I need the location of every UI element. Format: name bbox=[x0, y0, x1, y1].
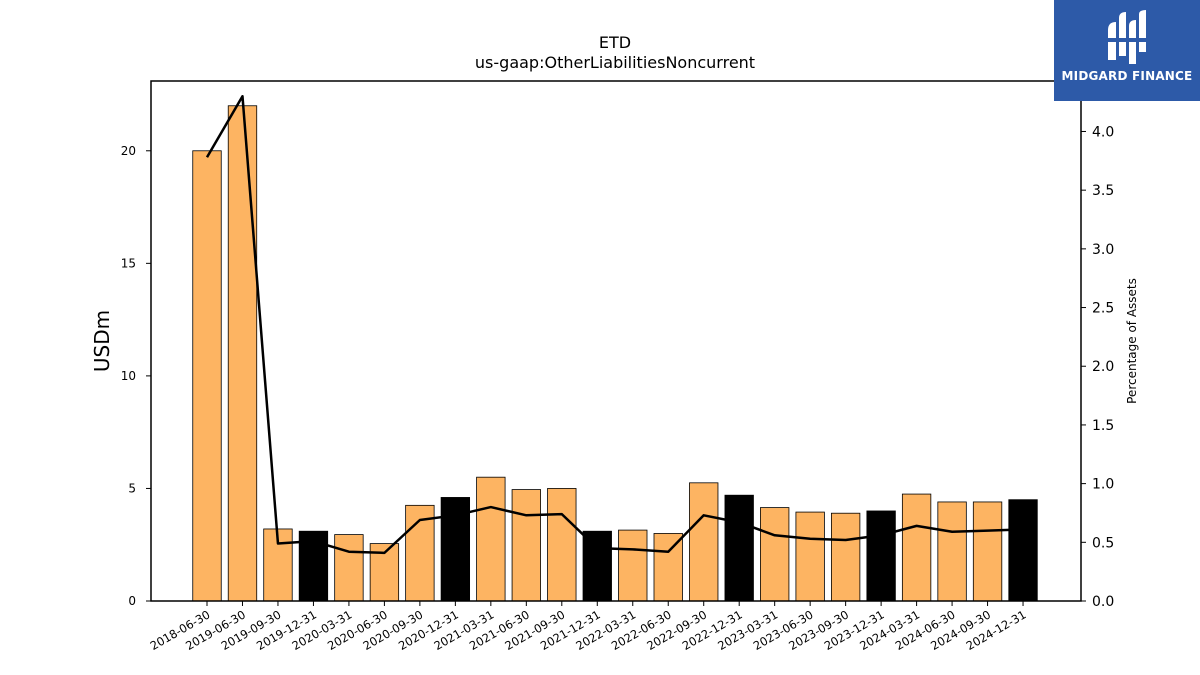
line-series bbox=[205, 95, 1024, 555]
bar-2021-03-31 bbox=[476, 476, 506, 602]
bar-2018-06-30 bbox=[192, 150, 222, 602]
y-tick-label: 0 bbox=[128, 594, 136, 608]
bar-2022-06-30 bbox=[653, 533, 683, 602]
bar-2019-06-30 bbox=[227, 105, 258, 602]
bar-2023-09-30 bbox=[830, 512, 861, 602]
midgard-finance-logo: MIDGARD FINANCE bbox=[1054, 0, 1200, 101]
y-tick-label: 10 bbox=[121, 369, 136, 383]
bar-2022-03-31 bbox=[618, 529, 648, 602]
y2-tick-label: 1.0 bbox=[1092, 477, 1114, 493]
chart-title: ETD bbox=[599, 33, 631, 52]
y-axis-label-left: USDm bbox=[90, 310, 114, 372]
chart-subtitle: us-gaap:OtherLiabilitiesNoncurrent bbox=[475, 53, 755, 72]
y2-tick-label: 4.0 bbox=[1092, 124, 1114, 140]
bar-2020-03-31 bbox=[334, 534, 364, 602]
y2-tick-label: 1.5 bbox=[1092, 418, 1114, 434]
y-axis-label-right: Percentage of Assets bbox=[1125, 278, 1139, 404]
y2-tick-label: 3.0 bbox=[1092, 242, 1114, 258]
y-tick-label: 5 bbox=[128, 481, 136, 495]
bar-2021-12-31 bbox=[582, 530, 612, 602]
y2-tick-label: 2.5 bbox=[1092, 301, 1114, 317]
bar-2024-09-30 bbox=[972, 501, 1003, 602]
bar-2024-12-31 bbox=[1008, 499, 1038, 602]
x-axis: 2018-06-302019-06-302019-09-302019-12-31… bbox=[148, 601, 1029, 653]
bar-2023-06-30 bbox=[795, 511, 825, 602]
y-tick-label: 15 bbox=[121, 256, 136, 270]
midgard-logo-icon bbox=[1108, 10, 1146, 64]
bar-2023-12-31 bbox=[866, 510, 896, 602]
line-percentage-of-assets bbox=[205, 95, 1024, 555]
y2-tick-label: 2.0 bbox=[1092, 359, 1114, 375]
bar-2022-09-30 bbox=[689, 482, 719, 602]
bar-2022-12-31 bbox=[724, 494, 754, 602]
bar-2021-06-30 bbox=[511, 489, 541, 602]
bar-2024-06-30 bbox=[937, 501, 967, 602]
y-axis-left: 0 5 10 15 20 bbox=[121, 144, 151, 608]
plot-frame bbox=[150, 80, 1082, 602]
y2-tick-label: 0.0 bbox=[1092, 594, 1114, 610]
y-axis-right: 0.0 0.5 1.0 1.5 2.0 2.5 3.0 3.5 4.0 bbox=[1081, 124, 1114, 610]
bar-2023-03-31 bbox=[760, 507, 790, 602]
bar-2021-09-30 bbox=[547, 488, 577, 602]
bar-2024-03-31 bbox=[901, 493, 932, 602]
y2-tick-label: 0.5 bbox=[1092, 535, 1114, 551]
y-tick-label: 20 bbox=[121, 144, 136, 158]
logo-text: MIDGARD FINANCE bbox=[1061, 69, 1193, 83]
y2-tick-label: 3.5 bbox=[1092, 183, 1114, 199]
